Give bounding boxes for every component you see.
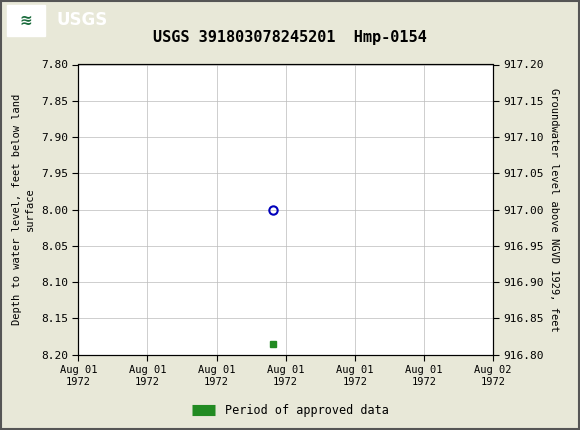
Text: ≋: ≋ <box>19 13 32 28</box>
FancyBboxPatch shape <box>7 5 45 36</box>
Text: USGS: USGS <box>57 11 108 29</box>
Text: USGS 391803078245201  Hmp-0154: USGS 391803078245201 Hmp-0154 <box>153 30 427 45</box>
Y-axis label: Groundwater level above NGVD 1929, feet: Groundwater level above NGVD 1929, feet <box>549 88 560 332</box>
Legend: Period of approved data: Period of approved data <box>187 399 393 422</box>
Y-axis label: Depth to water level, feet below land
surface: Depth to water level, feet below land su… <box>12 94 35 325</box>
